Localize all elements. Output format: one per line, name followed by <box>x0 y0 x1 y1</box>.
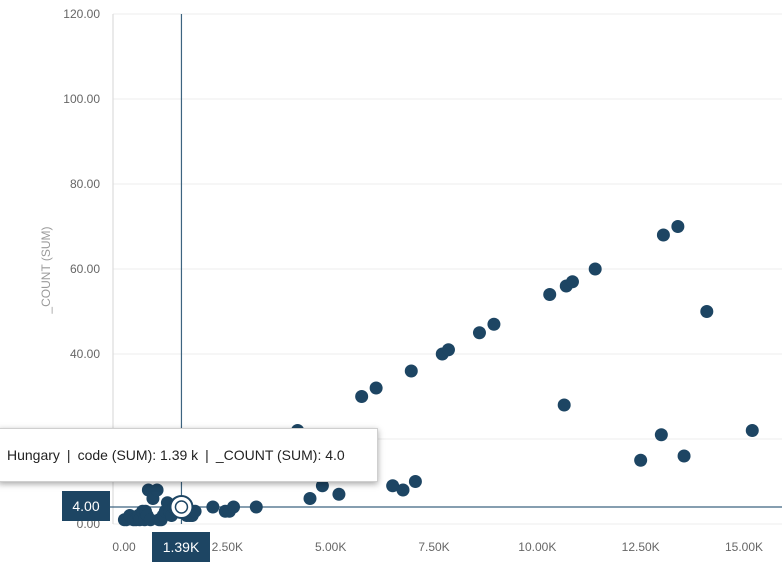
y-tick-label: 80.00 <box>70 177 100 191</box>
x-tick-label: 10.00K <box>518 540 556 554</box>
data-point[interactable] <box>671 220 685 233</box>
y-tick-label: 120.00 <box>63 7 100 21</box>
data-point[interactable] <box>745 424 759 437</box>
tooltip-y-value: _COUNT (SUM): 4.0 <box>215 447 345 463</box>
data-point[interactable] <box>303 492 317 505</box>
data-point[interactable] <box>634 453 648 467</box>
data-point[interactable] <box>654 428 668 442</box>
crosshair-y-label: 4.00 <box>62 491 110 521</box>
data-point[interactable] <box>441 343 455 357</box>
x-tick-label: 5.00K <box>315 540 346 554</box>
data-point[interactable] <box>543 288 557 301</box>
highlight-point[interactable] <box>174 500 189 514</box>
data-point[interactable] <box>396 483 410 497</box>
data-point[interactable] <box>315 479 329 493</box>
data-point[interactable] <box>557 398 571 412</box>
highlighted-point[interactable] <box>169 495 194 519</box>
data-point[interactable] <box>700 305 714 318</box>
point-tooltip: Hungary | code (SUM): 1.39 k | _COUNT (S… <box>0 428 378 482</box>
data-point[interactable] <box>227 500 241 514</box>
tooltip-country: Hungary <box>7 447 60 463</box>
x-tick-label: 7.50K <box>418 540 449 554</box>
data-point[interactable] <box>150 483 164 497</box>
y-axis-title: _COUNT (SUM) <box>39 226 53 314</box>
x-tick-label: 12.50K <box>622 540 660 554</box>
data-point[interactable] <box>677 449 691 463</box>
data-point[interactable] <box>656 228 670 242</box>
data-point[interactable] <box>206 500 220 514</box>
tooltip-x-value: code (SUM): 1.39 k <box>77 447 199 463</box>
data-point[interactable] <box>249 500 263 514</box>
x-tick-label: 0.00 <box>112 540 136 554</box>
y-tick-label: 40.00 <box>70 347 100 361</box>
data-point[interactable] <box>332 487 346 501</box>
x-tick-label: 2.50K <box>212 540 243 554</box>
data-point[interactable] <box>355 390 369 403</box>
data-point[interactable] <box>386 479 400 493</box>
data-point[interactable] <box>588 262 602 276</box>
data-point[interactable] <box>404 364 418 378</box>
y-tick-label: 60.00 <box>70 262 100 276</box>
data-point[interactable] <box>487 317 501 331</box>
data-point[interactable] <box>408 475 422 488</box>
x-tick-labels: 0.00 2.50K 5.00K 7.50K 10.00K 12.50K 15.00K <box>112 540 763 554</box>
data-point[interactable] <box>472 326 486 340</box>
crosshair-x-label: 1.39K <box>152 532 210 562</box>
y-tick-label: 100.00 <box>63 92 100 106</box>
data-point[interactable] <box>565 275 579 289</box>
x-tick-label: 15.00K <box>725 540 763 554</box>
tooltip-separator: | <box>66 447 71 463</box>
tooltip-separator: | <box>205 447 209 463</box>
data-point[interactable] <box>369 381 383 395</box>
